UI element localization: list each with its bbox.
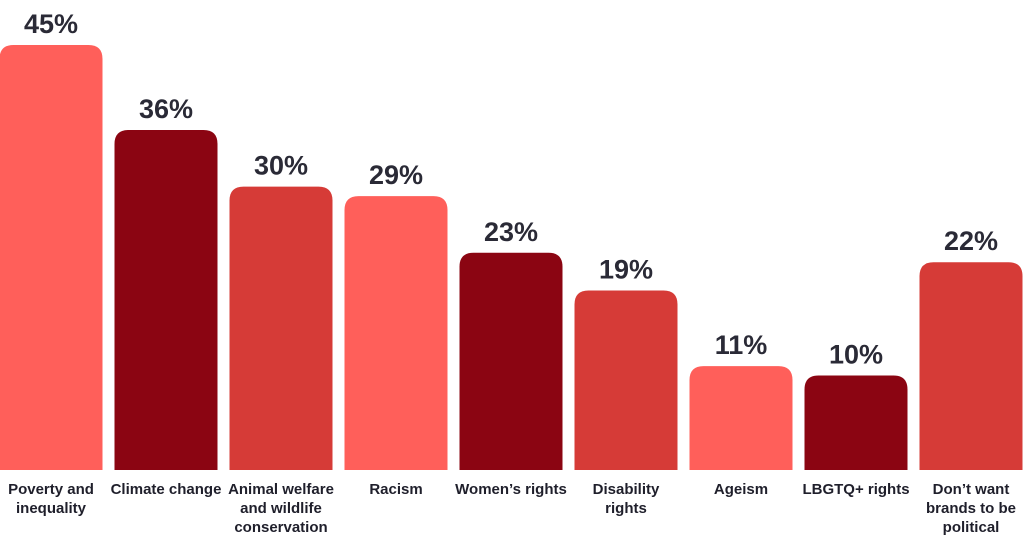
value-label: 45% [24,9,78,39]
category-label: Disability rights [592,481,660,517]
bar [919,262,1023,470]
value-label: 10% [829,340,883,370]
category-label: Racism [369,481,423,498]
category-label: Poverty and inequality [8,481,94,517]
category-label: Animal welfare and wildlife conservation [228,481,334,536]
value-label: 36% [139,94,193,124]
bar [574,290,678,470]
value-label: 22% [944,226,998,256]
bar [689,366,793,470]
bar [344,196,448,470]
value-label: 11% [715,330,768,360]
value-label: 19% [599,255,653,285]
category-label: Ageism [713,481,769,498]
bar [114,130,218,470]
bar [0,45,103,470]
bar [229,186,333,470]
category-label: Women’s rights [455,481,567,498]
bar [804,375,908,470]
value-label: 30% [254,151,308,181]
category-label: Climate change [110,481,222,498]
category-label: LBGTQ+ rights [802,481,910,498]
bar [459,252,563,470]
value-label: 23% [484,217,538,247]
value-label: 29% [369,160,423,190]
category-label: Don’t want brands to be political [925,481,1016,536]
